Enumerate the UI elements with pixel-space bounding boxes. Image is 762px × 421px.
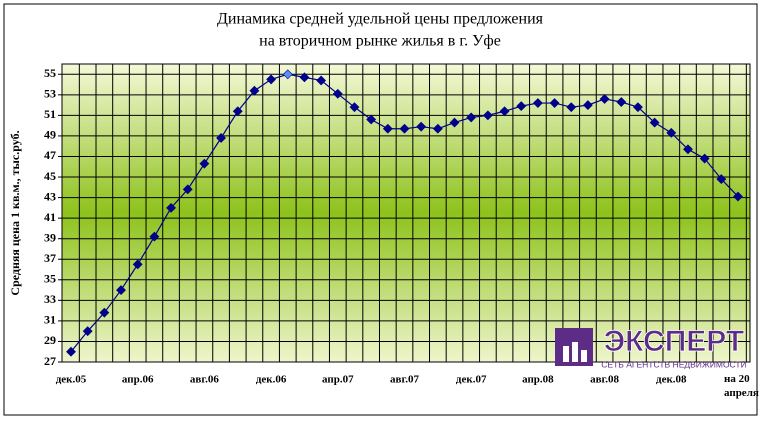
marker xyxy=(633,102,643,113)
x-tick-label: авг.08 xyxy=(590,374,619,386)
marker xyxy=(282,69,293,80)
plot-border xyxy=(61,63,751,363)
y-tick-label: 45 xyxy=(44,169,56,183)
x-tick-label: дек.08 xyxy=(656,374,687,386)
y-tick-label: 37 xyxy=(44,251,56,265)
x-tick-label: на 20 апреля xyxy=(724,373,759,399)
y-tick-label: 53 xyxy=(44,87,56,101)
y-tick-label: 33 xyxy=(44,292,56,306)
marker xyxy=(699,153,710,164)
marker xyxy=(316,75,327,86)
x-tick-label: авг.07 xyxy=(390,374,419,386)
y-tick-label: 47 xyxy=(44,148,56,162)
marker xyxy=(432,123,443,134)
y-tick-label: 43 xyxy=(44,189,56,203)
y-tick-label: 49 xyxy=(44,128,56,142)
y-tick-label: 41 xyxy=(44,210,56,224)
y-tick-label: 55 xyxy=(44,66,56,80)
logo-icon xyxy=(572,342,578,362)
marker xyxy=(149,231,160,242)
marker xyxy=(649,117,660,128)
x-tick-label: апр.07 xyxy=(322,374,354,386)
marker xyxy=(599,94,610,104)
y-tick-label: 39 xyxy=(44,230,56,244)
marker xyxy=(366,114,377,125)
plot-area xyxy=(62,64,750,362)
marker xyxy=(399,123,410,134)
marker xyxy=(482,110,493,121)
marker xyxy=(232,106,243,117)
x-tick-label: дек.07 xyxy=(456,374,487,386)
marker xyxy=(566,102,577,113)
marker xyxy=(666,127,677,138)
y-tick-label: 29 xyxy=(44,333,56,347)
y-tick-label: 27 xyxy=(44,354,56,368)
x-tick-label: дек.05 xyxy=(56,374,87,386)
logo: ЭКСПЕРТ СЕТЬ АГЕНТСТВ НЕДВИЖИМОСТИ xyxy=(555,325,747,369)
marker xyxy=(332,88,343,99)
marker xyxy=(499,106,510,117)
logo-tagline: СЕТЬ АГЕНТСТВ НЕДВИЖИМОСТИ xyxy=(601,359,746,369)
logo-icon xyxy=(581,350,587,362)
marker xyxy=(716,174,727,185)
marker xyxy=(616,97,627,107)
marker xyxy=(733,191,743,202)
marker xyxy=(549,98,560,108)
marker xyxy=(182,184,193,195)
marker xyxy=(216,133,226,143)
y-tick-label: 31 xyxy=(44,313,56,327)
x-tick-label: апр.08 xyxy=(522,374,554,386)
marker xyxy=(583,100,593,111)
marker xyxy=(166,202,176,213)
logo-name: ЭКСПЕРТ xyxy=(604,325,744,358)
logo-icon xyxy=(563,346,569,362)
y-tick-label: 35 xyxy=(44,272,56,286)
marker xyxy=(199,158,210,169)
marker xyxy=(683,144,693,155)
marker xyxy=(82,326,93,337)
marker xyxy=(249,85,260,96)
marker xyxy=(266,74,277,85)
x-tick-label: апр.06 xyxy=(122,374,154,386)
marker xyxy=(416,121,427,132)
marker xyxy=(99,307,110,318)
marker xyxy=(116,285,126,295)
x-tick-label: авг.06 xyxy=(190,374,219,386)
marker xyxy=(449,117,460,128)
x-tick-label: дек.06 xyxy=(256,374,287,386)
marker xyxy=(516,101,527,112)
y-axis-label: Средняя цена 1 кв.м., тыс.руб. xyxy=(8,130,22,295)
marker xyxy=(382,123,393,134)
marker xyxy=(466,112,477,123)
marker xyxy=(299,72,310,83)
chart-title: Динамика средней удельной цены предложен… xyxy=(217,11,544,28)
chart-title: на вторичном рынке жилья в г. Уфе xyxy=(259,33,501,50)
y-tick-label: 51 xyxy=(44,107,56,121)
marker xyxy=(349,102,360,113)
marker xyxy=(532,98,543,108)
marker xyxy=(66,346,76,357)
marker xyxy=(132,259,143,270)
